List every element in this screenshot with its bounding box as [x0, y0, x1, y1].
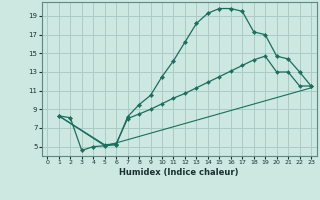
X-axis label: Humidex (Indice chaleur): Humidex (Indice chaleur): [119, 168, 239, 177]
